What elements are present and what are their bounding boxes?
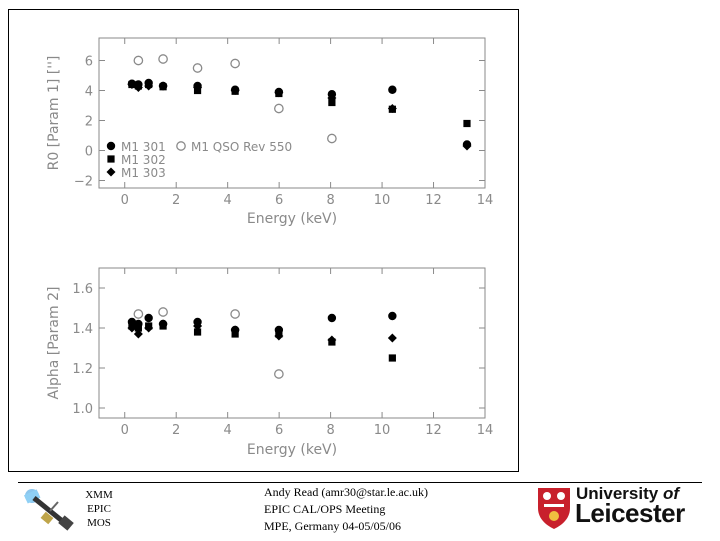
x-tick-label: 0 [121, 193, 129, 208]
xmm-satellite-logo [20, 484, 78, 536]
xmm-epic-mos-label: XMM EPIC MOS [80, 488, 118, 530]
x-tick-label: 2 [172, 423, 180, 438]
x-tick-label: 14 [477, 193, 494, 208]
y-tick-label: 1.6 [72, 282, 93, 297]
legend-label: M1 QSO Rev 550 [191, 140, 292, 154]
x-tick-label: 6 [275, 193, 283, 208]
data-point [462, 141, 472, 151]
data-point [388, 354, 396, 362]
chart-r0: 0 2 4 6 8 10 12 14 −2 0 2 4 6 Energy (keV) R0 [Param 1… [46, 37, 494, 227]
plot-frame [8, 9, 519, 472]
x-tick-label: 8 [326, 423, 334, 438]
shield-icon [538, 488, 570, 529]
legend-marker [107, 155, 115, 163]
data-point [133, 55, 144, 66]
data-point [387, 104, 397, 113]
data-point [144, 323, 154, 333]
y-tick-label: 4 [85, 85, 93, 100]
meeting-line: EPIC CAL/OPS Meeting [264, 502, 386, 516]
data-point [387, 333, 397, 343]
data-point [193, 321, 203, 331]
xmm-line: XMM [85, 489, 113, 501]
data-point [193, 328, 202, 336]
y-tick-label: 0 [85, 145, 93, 160]
data-point [230, 309, 240, 319]
y-tick-label: 1.0 [72, 402, 93, 417]
location-line: MPE, Germany 04-05/05/06 [264, 519, 401, 533]
y-axis-label: R0 [Param 1] [''] [46, 56, 62, 171]
x-tick-label: 4 [224, 193, 232, 208]
x-tick-label: 12 [425, 193, 442, 208]
author-line: Andy Read (amr30@star.le.ac.uk) [264, 485, 428, 499]
x-tick-label: 14 [477, 423, 494, 438]
x-tick-label: 10 [374, 423, 391, 438]
university-logo: University of Leicester [536, 484, 706, 534]
data-point [327, 335, 337, 345]
y-tick-label: 6 [85, 55, 93, 70]
x-tick-label: 10 [374, 193, 391, 208]
data-point [158, 81, 168, 91]
data-point [388, 311, 397, 321]
data-point [274, 331, 284, 341]
legend-marker [106, 167, 116, 177]
data-point [388, 85, 397, 94]
x-tick-label: 4 [224, 423, 232, 438]
legend-marker [106, 141, 116, 151]
chart-alpha: 0 2 4 6 8 10 12 14 1.0 1.2 1.4 1.6 Energy (keV) Alpha… [46, 267, 494, 458]
x-tick-label: 6 [275, 423, 283, 438]
data-point [193, 83, 203, 92]
data-point [274, 369, 284, 379]
data-point [158, 54, 168, 64]
y-tick-label: 1.4 [72, 322, 93, 337]
y-tick-label: −2 [74, 175, 93, 190]
legend-label: M1 303 [121, 166, 166, 180]
author-info: Andy Read (amr30@star.le.ac.uk) EPIC CAL… [264, 484, 428, 535]
satellite-icon [23, 489, 74, 531]
data-point [133, 83, 143, 92]
data-point [134, 324, 142, 332]
data-point [133, 309, 144, 319]
x-tick-label: 0 [121, 423, 129, 438]
legend-label: M1 301 [121, 140, 166, 154]
plot-box [98, 267, 486, 419]
epic-line: EPIC [87, 503, 111, 515]
legend-label: M1 302 [121, 153, 166, 167]
data-point [327, 133, 337, 144]
data-point [327, 313, 337, 323]
data-point [144, 81, 154, 91]
footer-divider [18, 482, 702, 483]
plot-box [98, 37, 486, 189]
data-point [133, 329, 143, 339]
data-point [158, 319, 168, 329]
x-axis-label: Energy (keV) [247, 211, 337, 227]
x-tick-label: 12 [425, 423, 442, 438]
y-tick-label: 2 [85, 115, 93, 130]
data-point [274, 103, 284, 114]
of-word: of [662, 484, 679, 503]
data-point [158, 307, 168, 317]
data-point [127, 323, 137, 333]
y-axis-label: Alpha [Param 2] [46, 287, 62, 400]
data-point [127, 80, 137, 89]
data-point [327, 93, 337, 103]
x-axis-label: Energy (keV) [247, 442, 337, 458]
data-point [463, 119, 471, 128]
data-point [230, 325, 240, 335]
x-tick-label: 8 [326, 193, 334, 208]
university-of-text: University of [576, 484, 679, 504]
data-point [144, 313, 153, 323]
leicester-text: Leicester [575, 498, 685, 528]
data-point [192, 63, 203, 73]
y-tick-label: 1.2 [72, 362, 93, 377]
university-word: University [576, 484, 663, 503]
x-tick-label: 2 [172, 193, 180, 208]
legend-marker [176, 141, 186, 151]
mos-line: MOS [87, 517, 111, 529]
data-point [274, 88, 284, 98]
data-point [230, 86, 240, 95]
data-point [230, 58, 240, 69]
